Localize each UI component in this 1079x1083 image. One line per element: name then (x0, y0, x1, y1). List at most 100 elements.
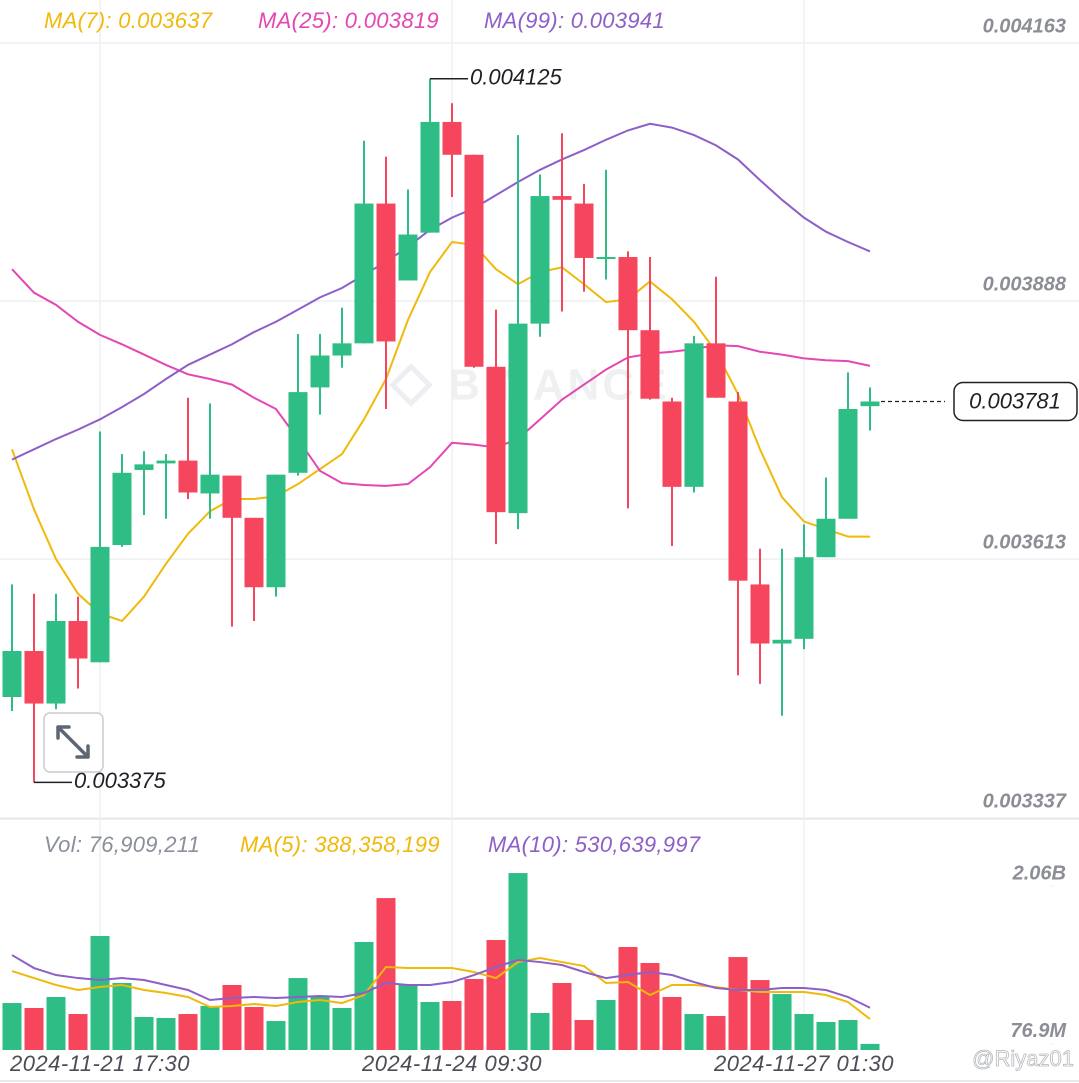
volume-bar (750, 980, 770, 1050)
candle-body (68, 621, 88, 659)
volume-bar (662, 996, 682, 1050)
volume-bar (2, 1003, 22, 1050)
volume-bar (860, 1043, 880, 1050)
candle-body (46, 621, 66, 704)
ma7-header: MA(7)0.003637 (44, 8, 212, 34)
volume-bar (464, 979, 484, 1050)
ma25-value: 0.003819 (344, 8, 439, 33)
watermark: BINANCE (448, 361, 669, 410)
candle-body (200, 474, 220, 494)
expand-icon (56, 725, 90, 759)
volume-bar (684, 1014, 704, 1050)
candle-body (376, 203, 396, 342)
candle-body (706, 343, 726, 398)
volume-bar (596, 1000, 616, 1050)
vol-tick-label: 76.9M (1010, 1020, 1067, 1042)
volume-bar (420, 1002, 440, 1050)
ma-line (11, 268, 871, 487)
candle-body (772, 639, 792, 644)
volume-bar (486, 940, 506, 1050)
current-price-box (953, 381, 1078, 422)
volume-bar (46, 996, 66, 1050)
candle-body (354, 203, 374, 344)
volume-bar (90, 936, 110, 1050)
volume-bar (574, 1019, 594, 1050)
volume-bar (794, 1014, 814, 1050)
candle-body (398, 234, 418, 281)
volume-bar (310, 996, 330, 1050)
candle-body (486, 366, 506, 513)
volume-bar (772, 994, 792, 1050)
candle-body (838, 409, 858, 519)
candle-body (112, 472, 132, 546)
volume-bar (552, 982, 572, 1050)
volume-ma-line (11, 954, 871, 1009)
volume-bar (24, 1007, 44, 1050)
ma25-header: MA(25)0.003819 (258, 8, 439, 34)
candle-body (310, 355, 330, 388)
x-tick-label: 2024-11-27 01:30 (713, 1051, 894, 1076)
volume-bar (442, 1000, 462, 1050)
candle-body (134, 464, 154, 470)
candle-body (552, 196, 572, 200)
candle-body (222, 475, 242, 518)
ma25-name: MA(25) (258, 8, 345, 33)
volume-bar (640, 963, 660, 1050)
candle-body (464, 154, 484, 367)
y-tick-label: 0.003337 (983, 790, 1067, 812)
y-tick-label: 0.003613 (983, 531, 1066, 553)
ma7-value: 0.003637 (118, 8, 213, 33)
candle-body (2, 651, 22, 697)
volume-bar (134, 1016, 154, 1050)
vma5-name: MA(5) (240, 832, 314, 857)
volume-bar (530, 1012, 550, 1050)
volume-bar (156, 1018, 176, 1050)
volume-bar (222, 984, 242, 1050)
candle-body (420, 121, 440, 233)
vma10-header: MA(10)530,639,997 (488, 832, 700, 858)
candle-body (90, 546, 110, 663)
candle-body (508, 323, 528, 514)
candle-body (750, 584, 770, 644)
y-tick-label: 0.003888 (983, 273, 1067, 295)
volume-bar (178, 1014, 198, 1050)
ma99-name: MA(99) (484, 8, 571, 33)
expand-button[interactable] (43, 712, 104, 773)
volume-bar (376, 898, 396, 1050)
vol-value: 76,909,211 (88, 832, 201, 857)
candle-body (178, 460, 198, 493)
candle-body (332, 343, 352, 356)
candle-body (684, 343, 704, 487)
candle-body (596, 257, 616, 260)
vma5-header: MA(5)388,358,199 (240, 832, 440, 858)
candle-body (288, 392, 308, 473)
vma5-value: 388,358,199 (314, 832, 440, 857)
volume-bar (200, 1005, 220, 1050)
vma10-name: MA(10) (488, 832, 575, 857)
high-label: 0.004125 (470, 65, 563, 90)
candle-body (618, 257, 638, 331)
candle-body (530, 196, 550, 324)
candle-body (794, 557, 814, 639)
current-price-label: 0.003781 (969, 388, 1061, 413)
candle-body (266, 474, 286, 588)
candle-body (640, 330, 660, 399)
candle-body (860, 401, 880, 407)
volume-bar (398, 984, 418, 1050)
vma10-value: 530,639,997 (574, 832, 701, 857)
ma-line (11, 240, 870, 623)
candle-body (442, 121, 462, 155)
credit: @Riyaz01 (972, 1046, 1074, 1071)
volume-bar (838, 1019, 858, 1050)
candle-body (662, 401, 682, 487)
vol-name: Vol (44, 832, 89, 857)
volume-bar (332, 1007, 352, 1050)
volume-bar (68, 1014, 88, 1050)
vol-tick-label: 2.06B (1012, 862, 1066, 884)
candle-body (24, 651, 44, 704)
x-tick-label: 2024-11-24 09:30 (361, 1051, 542, 1076)
vol-header: Vol76,909,211 (44, 832, 200, 858)
ma7-name: MA(7) (44, 8, 118, 33)
